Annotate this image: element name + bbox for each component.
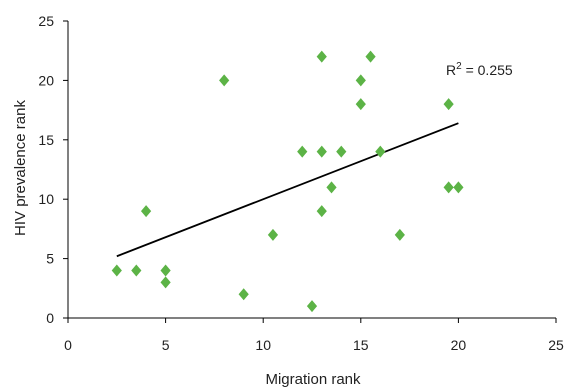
x-tick-label: 20 [451, 337, 467, 353]
x-tick-label: 0 [64, 337, 72, 353]
data-point [267, 228, 279, 241]
y-tick-label: 5 [46, 251, 54, 267]
r-squared-value: = 0.255 [462, 62, 513, 78]
data-point [297, 145, 308, 158]
data-point [160, 276, 171, 289]
axes [67, 21, 556, 319]
y-tick-label: 20 [38, 72, 54, 88]
data-point [355, 98, 366, 111]
data-point [316, 145, 327, 158]
data-point [131, 264, 142, 277]
data-point [326, 181, 337, 194]
data-point [336, 145, 347, 158]
data-point [365, 50, 376, 63]
x-tick-label: 10 [255, 337, 271, 353]
r-squared-label: R [446, 62, 456, 78]
data-point [306, 300, 318, 313]
data-point [443, 98, 454, 111]
data-points [111, 50, 464, 313]
x-tick-label: 15 [353, 337, 369, 353]
data-point [111, 264, 122, 277]
data-point [316, 50, 327, 63]
y-tick-label: 25 [38, 13, 54, 29]
x-axis-ticks: 0 5 10 15 20 25 [64, 318, 564, 353]
data-point [316, 205, 327, 218]
data-point [140, 205, 152, 218]
data-point [394, 228, 405, 241]
y-axis-title: HIV prevalence rank [12, 100, 29, 236]
y-tick-label: 0 [46, 310, 54, 326]
r-squared-superscript: 2 [456, 61, 462, 72]
trendline [116, 122, 459, 258]
data-point [443, 181, 454, 194]
data-point [238, 288, 249, 301]
data-point [355, 74, 366, 87]
x-tick-label: 25 [548, 337, 564, 353]
x-axis-title: Migration rank [265, 371, 361, 388]
y-tick-label: 10 [38, 191, 54, 207]
y-tick-label: 15 [38, 132, 54, 148]
r-squared-annotation: R2 = 0.255 [446, 61, 513, 78]
data-point [160, 264, 171, 277]
data-point [453, 181, 464, 194]
data-point [375, 145, 386, 158]
x-tick-label: 5 [162, 337, 170, 353]
data-point [219, 74, 230, 87]
y-axis-ticks: 0 5 10 15 20 25 [38, 13, 68, 326]
